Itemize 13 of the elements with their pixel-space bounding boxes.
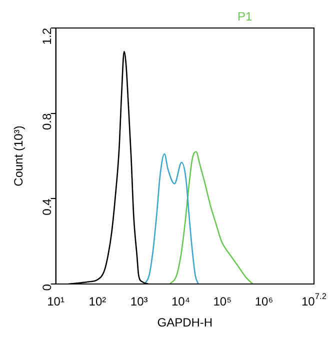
x-tick-label: 10¹ (47, 294, 64, 308)
y-tick-label: 0.8 (40, 113, 54, 130)
y-tick-label: 1.2 (40, 28, 54, 45)
x-tick-label: 10⁵ (213, 294, 232, 308)
text: P1 (238, 9, 253, 24)
x-tick-label: 10⁴ (171, 294, 190, 308)
x-tick-label: 10³ (130, 294, 148, 308)
y-tick-label: 0.4 (40, 198, 54, 216)
x-tick-label: 10² (88, 294, 106, 308)
x-axis-title: GAPDH-H (157, 315, 213, 330)
y-tick-label: 0 (40, 284, 54, 291)
x-tick-label: 10⁶ (254, 294, 274, 308)
y-axis-title: Count (10³) (12, 126, 26, 186)
